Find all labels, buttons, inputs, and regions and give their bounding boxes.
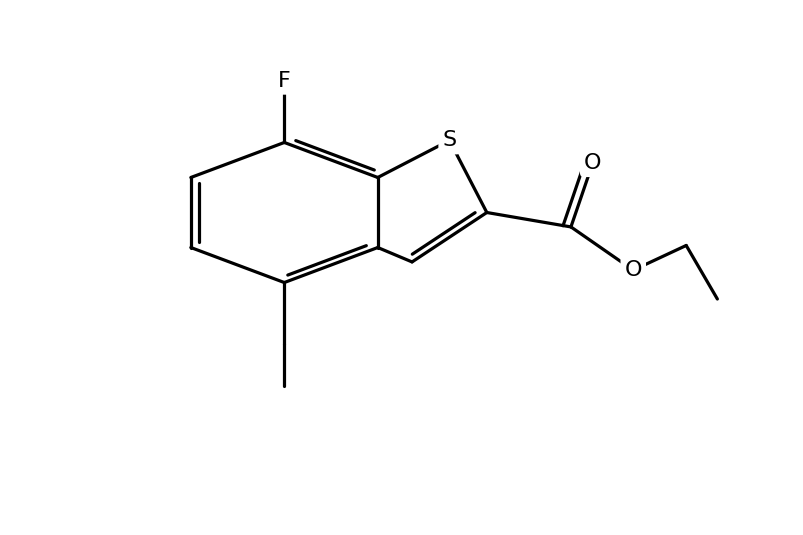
Text: O: O (583, 153, 601, 173)
Text: S: S (442, 131, 456, 150)
Text: F: F (278, 71, 291, 90)
Text: O: O (624, 260, 642, 280)
